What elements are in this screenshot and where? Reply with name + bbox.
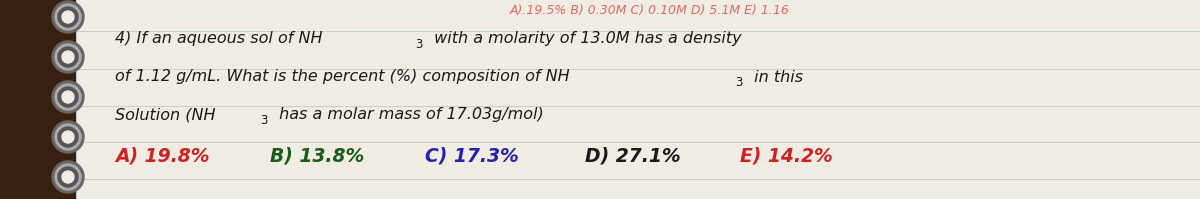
Text: A) 19.8%: A) 19.8%: [115, 146, 210, 166]
Circle shape: [52, 41, 84, 73]
Circle shape: [52, 1, 84, 33]
Text: of 1.12 g/mL. What is the percent (%) composition of NH: of 1.12 g/mL. What is the percent (%) co…: [115, 69, 570, 85]
Circle shape: [62, 11, 74, 23]
Circle shape: [55, 44, 82, 70]
Bar: [0, 0, 74, 199]
Text: D) 27.1%: D) 27.1%: [586, 146, 680, 166]
Text: 3: 3: [415, 38, 422, 52]
Circle shape: [58, 47, 78, 67]
Circle shape: [62, 51, 74, 63]
Text: E) 14.2%: E) 14.2%: [740, 146, 833, 166]
Circle shape: [52, 81, 84, 113]
Text: has a molar mass of 17.03g/mol): has a molar mass of 17.03g/mol): [274, 107, 544, 123]
Text: 3: 3: [260, 114, 268, 128]
Text: 3: 3: [734, 76, 743, 90]
Circle shape: [55, 84, 82, 110]
Circle shape: [58, 167, 78, 187]
Circle shape: [55, 124, 82, 150]
Circle shape: [62, 131, 74, 143]
Circle shape: [58, 127, 78, 147]
Text: A).19.5% B) 0.30M C) 0.10M D) 5.1M E) 1.16: A).19.5% B) 0.30M C) 0.10M D) 5.1M E) 1.…: [510, 4, 790, 17]
Text: in this: in this: [749, 69, 803, 85]
Text: with a molarity of 13.0M has a density: with a molarity of 13.0M has a density: [430, 31, 742, 47]
Circle shape: [52, 161, 84, 193]
Circle shape: [55, 4, 82, 30]
Text: Solution (NH: Solution (NH: [115, 107, 216, 123]
Circle shape: [58, 7, 78, 27]
Text: 4) If an aqueous sol of NH: 4) If an aqueous sol of NH: [115, 31, 323, 47]
Circle shape: [58, 87, 78, 107]
Text: B) 13.8%: B) 13.8%: [270, 146, 365, 166]
Text: C) 17.3%: C) 17.3%: [425, 146, 518, 166]
Circle shape: [52, 121, 84, 153]
Circle shape: [62, 91, 74, 103]
Circle shape: [55, 164, 82, 190]
Circle shape: [62, 171, 74, 183]
